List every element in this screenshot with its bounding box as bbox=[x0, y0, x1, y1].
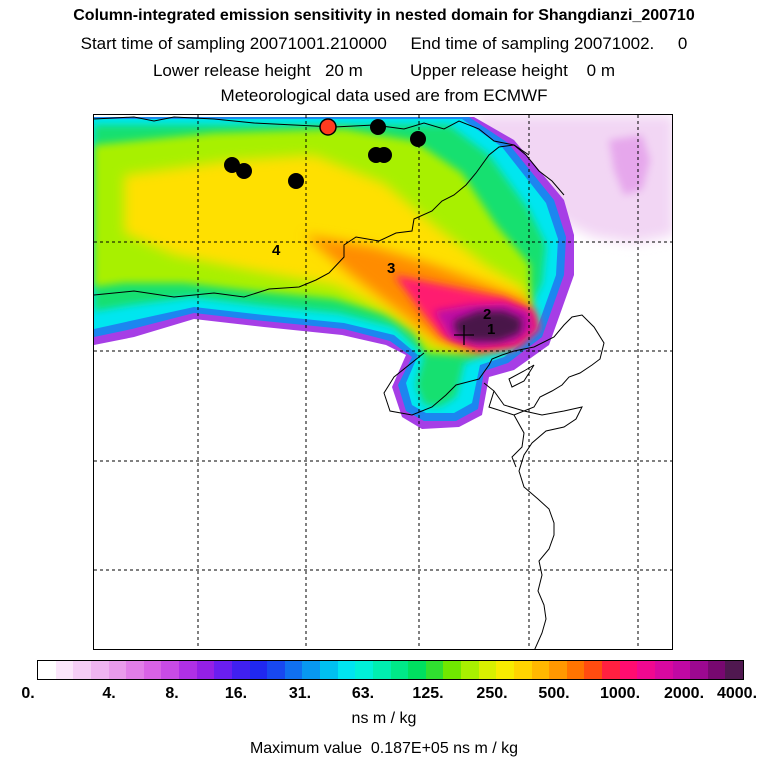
color-scale-swatch bbox=[55, 661, 74, 679]
color-scale-swatch bbox=[214, 661, 232, 679]
maximum-value-text: Maximum value 0.187E+05 ns m / kg bbox=[249, 740, 519, 757]
color-scale-swatch bbox=[90, 661, 109, 679]
color-scale-swatch bbox=[496, 661, 514, 679]
observation-markers bbox=[224, 118, 426, 189]
color-scale-swatch bbox=[108, 661, 127, 679]
color-scale-swatch bbox=[337, 661, 356, 679]
color-scale-swatch bbox=[531, 661, 550, 679]
color-scale-swatch bbox=[461, 661, 479, 679]
legend-tick-label: 250. bbox=[476, 685, 508, 702]
legend-tick-label: 125. bbox=[412, 685, 444, 702]
legend-units: ns m / kg bbox=[351, 710, 417, 727]
color-scale-swatch bbox=[267, 661, 285, 679]
legend-tick-label: 2000. bbox=[663, 685, 705, 702]
sensitivity-map: 1 2 3 4 bbox=[94, 115, 672, 649]
coastline-south-inner bbox=[511, 414, 525, 468]
legend-tick-label: 16. bbox=[224, 685, 248, 702]
legend-tick-label: 31. bbox=[288, 685, 312, 702]
point-marker[interactable] bbox=[376, 147, 392, 163]
meteorological-source-line: Meteorological data used are from ECMWF bbox=[220, 86, 548, 105]
map-panel[interactable]: 1 2 3 4 bbox=[93, 114, 673, 650]
color-scale-swatch bbox=[38, 661, 56, 679]
color-scale-swatch bbox=[355, 661, 373, 679]
color-scale-swatch bbox=[443, 661, 461, 679]
color-scale-swatch bbox=[390, 661, 409, 679]
release-point-cross bbox=[454, 325, 474, 345]
color-scale-swatch bbox=[654, 661, 673, 679]
legend-tick-label: 63. bbox=[351, 685, 375, 702]
station-marker[interactable] bbox=[319, 118, 337, 136]
color-scale-swatch bbox=[161, 661, 179, 679]
color-scale-swatch bbox=[372, 661, 391, 679]
color-scale-swatch bbox=[584, 661, 602, 679]
rank-label-2: 2 bbox=[483, 306, 491, 323]
sampling-time-line: Start time of sampling 20071001.210000 E… bbox=[80, 34, 688, 53]
color-scale-swatch bbox=[284, 661, 303, 679]
color-scale-swatch bbox=[249, 661, 268, 679]
rank-label-1: 1 bbox=[487, 321, 495, 338]
legend-tick-label: 0. bbox=[21, 685, 35, 702]
map-title: Column-integrated emission sensitivity i… bbox=[73, 7, 695, 24]
color-scale-swatch bbox=[672, 661, 691, 679]
color-scale-swatch bbox=[179, 661, 197, 679]
point-marker[interactable] bbox=[370, 119, 386, 135]
point-marker[interactable] bbox=[236, 163, 252, 179]
coastline-peninsula bbox=[383, 314, 605, 416]
legend-tick-label: 4. bbox=[102, 685, 116, 702]
color-scale-swatch bbox=[478, 661, 497, 679]
color-scale-swatch bbox=[302, 661, 320, 679]
color-scale-swatch bbox=[126, 661, 144, 679]
color-scale-swatch bbox=[602, 661, 620, 679]
legend-tick-label: 8. bbox=[165, 685, 179, 702]
color-scale-swatch bbox=[231, 661, 250, 679]
color-scale-swatch bbox=[619, 661, 638, 679]
plume-band-dark-core bbox=[454, 311, 522, 341]
color-scale-swatch bbox=[725, 661, 743, 679]
color-scale-swatch bbox=[549, 661, 567, 679]
coastline-south bbox=[493, 390, 583, 649]
legend-tick-label: 1000. bbox=[599, 685, 641, 702]
plume-band-lavender-spot bbox=[609, 135, 650, 195]
legend-tick-label: 4000. bbox=[716, 685, 758, 702]
point-marker[interactable] bbox=[410, 131, 426, 147]
color-scale-swatch bbox=[143, 661, 162, 679]
point-marker[interactable] bbox=[288, 173, 304, 189]
color-scale-swatch bbox=[690, 661, 708, 679]
point-marker[interactable] bbox=[224, 157, 240, 173]
color-scale-swatch bbox=[408, 661, 426, 679]
rank-label-3: 3 bbox=[387, 260, 395, 277]
color-scale-bar bbox=[37, 660, 744, 680]
release-height-line: Lower release height 20 m Upper release … bbox=[152, 61, 616, 80]
color-scale-swatch bbox=[196, 661, 215, 679]
coastline-bay bbox=[94, 144, 565, 298]
rank-label-4: 4 bbox=[272, 242, 281, 259]
color-scale-swatch bbox=[425, 661, 444, 679]
color-scale-swatch bbox=[707, 661, 726, 679]
color-scale-swatch bbox=[73, 661, 91, 679]
color-scale-swatch bbox=[566, 661, 585, 679]
color-scale-swatch bbox=[320, 661, 338, 679]
color-scale-swatch bbox=[637, 661, 655, 679]
lat-lon-grid bbox=[94, 115, 672, 649]
color-scale-swatch bbox=[513, 661, 532, 679]
legend-tick-label: 500. bbox=[538, 685, 570, 702]
